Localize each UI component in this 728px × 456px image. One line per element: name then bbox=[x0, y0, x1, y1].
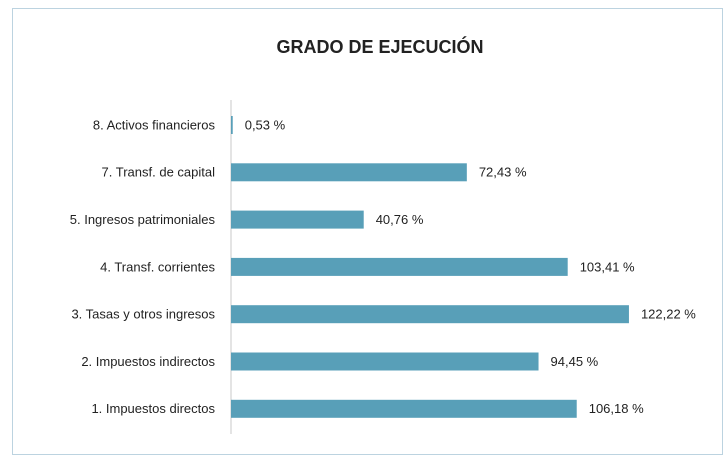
bar bbox=[231, 163, 467, 182]
category-label: 7. Transf. de capital bbox=[102, 165, 216, 180]
value-label: 94,45 % bbox=[551, 354, 599, 369]
chart-title: GRADO DE EJECUCIÓN bbox=[276, 36, 483, 57]
value-label: 122,22 % bbox=[641, 307, 696, 322]
value-label: 40,76 % bbox=[376, 212, 424, 227]
bar bbox=[231, 352, 539, 371]
chart-frame bbox=[12, 8, 723, 455]
category-label: 8. Activos financieros bbox=[93, 117, 216, 132]
value-label: 72,43 % bbox=[479, 165, 527, 180]
bar bbox=[231, 116, 233, 134]
value-label: 103,41 % bbox=[580, 259, 635, 274]
bar bbox=[231, 210, 364, 229]
category-label: 5. Ingresos patrimoniales bbox=[70, 212, 216, 227]
category-label: 3. Tasas y otros ingresos bbox=[71, 307, 215, 322]
category-label: 2. Impuestos indirectos bbox=[81, 354, 215, 369]
bar bbox=[231, 305, 629, 324]
category-label: 4. Transf. corrientes bbox=[100, 259, 215, 274]
bar bbox=[231, 399, 577, 418]
category-label: 1. Impuestos directos bbox=[91, 401, 215, 416]
bar bbox=[231, 257, 568, 276]
value-label: 106,18 % bbox=[589, 401, 644, 416]
value-label: 0,53 % bbox=[245, 117, 286, 132]
